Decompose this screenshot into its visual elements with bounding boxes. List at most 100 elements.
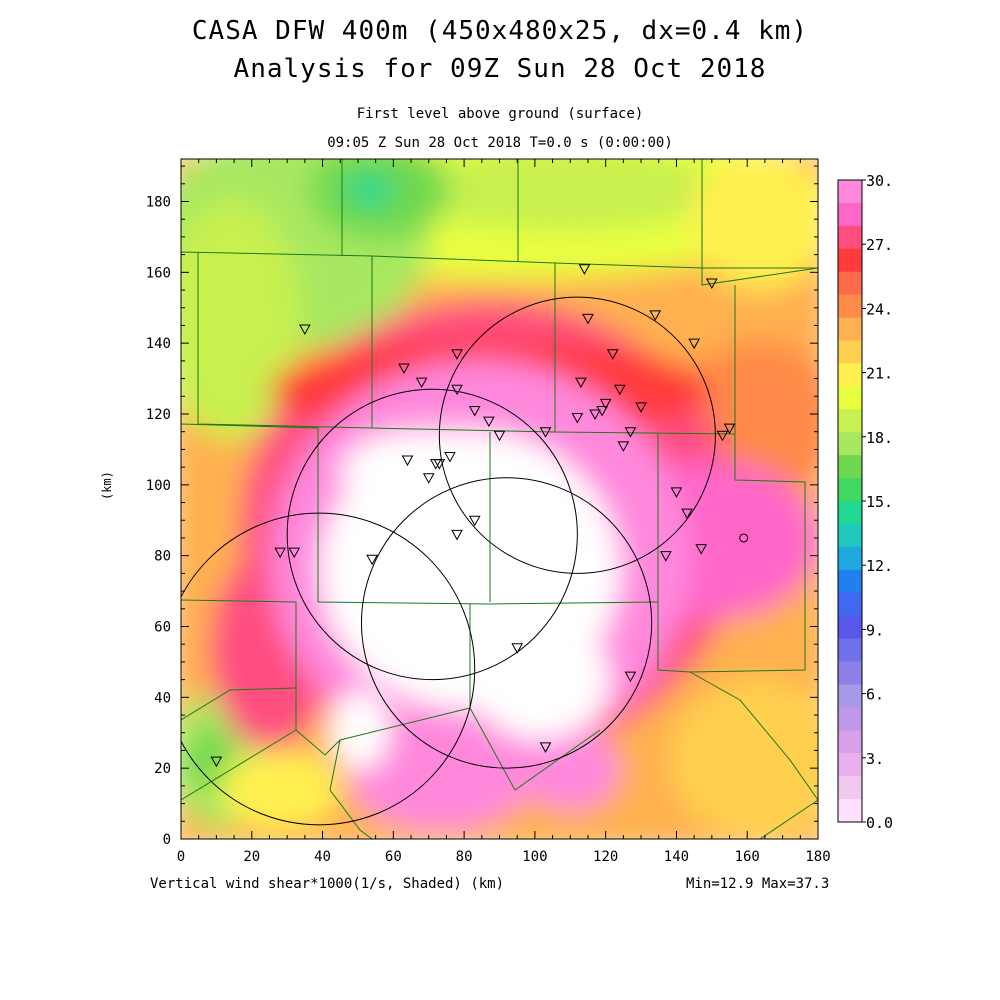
colorbar-swatch	[838, 340, 862, 364]
radar-site-marker	[451, 529, 463, 541]
radar-site-marker	[433, 459, 446, 470]
colorbar-swatch	[838, 730, 862, 754]
colorbar-label: 30.	[866, 172, 893, 190]
colorbar-swatch	[838, 546, 862, 571]
radar-site-marker	[695, 544, 708, 555]
x-tick-label: 40	[314, 849, 331, 865]
radar-site-marker	[398, 363, 410, 374]
min-max-readout: Min=12.9 Max=37.3	[686, 876, 830, 892]
colorbar-label: 6.	[866, 686, 884, 704]
range-circle	[181, 512, 476, 826]
y-tick-label: 120	[146, 407, 171, 423]
radar-site-marker	[468, 515, 481, 527]
colorbar-label: 0.0	[866, 814, 893, 832]
colorbar-swatch	[838, 363, 862, 387]
radar-site-marker	[288, 547, 301, 559]
radar-site-marker	[575, 377, 587, 389]
radar-site-marker	[688, 338, 700, 350]
radar-site-marker	[468, 405, 481, 417]
y-tick-label: 140	[146, 336, 171, 352]
radar-site-marker	[606, 349, 619, 360]
radar-site-marker	[422, 473, 435, 484]
radar-site-marker	[582, 313, 594, 325]
radar-site-marker	[210, 756, 223, 768]
radar-markers	[210, 264, 749, 768]
radar-site-marker	[493, 430, 506, 442]
radar-site-marker	[613, 384, 626, 396]
x-tick-label: 180	[805, 849, 830, 865]
title-line-1: CASA DFW 400m (450x480x25, dx=0.4 km)	[191, 16, 809, 46]
radar-range-circles	[181, 296, 716, 826]
colorbar-swatch	[838, 317, 862, 341]
radar-site-marker	[624, 427, 637, 438]
range-circle	[286, 388, 578, 681]
radar-site-marker	[366, 554, 378, 566]
radar-site-marker	[483, 416, 495, 428]
y-axis: 0 20 40 60 80 100 120 140 160 180	[146, 165, 818, 848]
colorbar-swatch	[838, 386, 862, 410]
x-tick-label: 160	[735, 849, 760, 865]
colorbar-swatch	[838, 478, 862, 502]
subtitle-level: First level above ground (surface)	[356, 106, 644, 122]
colorbar: 30. 27. 24. 21. 18. 15. 12. 9. 6. 3. 0.0	[837, 172, 893, 832]
radar-site-marker	[511, 643, 524, 654]
colorbar-label: 21.	[866, 365, 893, 383]
radar-site-marker	[617, 441, 630, 452]
colorbar-label: 27.	[866, 236, 893, 254]
y-tick-label: 160	[146, 265, 171, 281]
colorbar-swatch	[838, 776, 862, 800]
x-tick-label: 80	[456, 849, 473, 865]
y-tick-label: 40	[154, 690, 171, 706]
colorbar-swatch	[838, 684, 862, 708]
colorbar-swatch	[838, 569, 862, 594]
title-line-2: Analysis for 09Z Sun 28 Oct 2018	[233, 54, 767, 84]
radar-site-marker	[723, 423, 736, 435]
radar-site-marker	[624, 671, 637, 683]
field-name: Vertical wind shear*1000(1/s, Shaded)	[150, 876, 462, 892]
radar-site-marker	[716, 430, 729, 442]
colorbar-swatch	[838, 615, 862, 640]
x-axis: 0 20 40 60 80 100 120 140 160 180	[177, 159, 831, 865]
colorbar-label: 9.	[866, 621, 884, 639]
y-tick-label: 180	[146, 195, 171, 211]
range-circle	[360, 477, 653, 769]
radar-site-marker	[571, 413, 584, 424]
range-circle	[438, 296, 716, 574]
plot-area	[181, 159, 818, 839]
colorbar-swatch	[838, 753, 862, 777]
colorbar-label: 15.	[866, 493, 893, 511]
colorbar-swatch	[838, 799, 862, 823]
y-tick-label: 60	[154, 620, 171, 636]
radar-site-marker	[539, 742, 552, 753]
colorbar-swatch	[838, 432, 862, 456]
site-circle-marker	[739, 533, 749, 543]
colorbar-swatch	[838, 202, 862, 227]
radar-site-marker	[681, 508, 693, 520]
radar-site-marker	[451, 349, 463, 360]
x-tick-label: 0	[177, 849, 185, 865]
x-tick-label: 140	[664, 849, 689, 865]
radar-site-marker	[299, 324, 311, 336]
colorbar-swatch	[838, 271, 862, 296]
colorbar-swatch	[838, 592, 862, 617]
x-tick-label: 20	[243, 849, 260, 865]
radar-site-marker	[444, 452, 456, 463]
county-boundaries	[181, 159, 818, 839]
radar-site-marker	[415, 377, 428, 389]
field-label: Vertical wind shear*1000(1/s, Shaded) (k…	[150, 876, 504, 892]
colorbar-swatch	[838, 455, 862, 479]
radar-site-marker	[274, 547, 286, 559]
colorbar-label: 3.	[866, 750, 884, 768]
colorbar-swatch	[838, 225, 862, 250]
colorbar-swatch	[838, 180, 862, 204]
radar-site-marker	[670, 487, 683, 498]
colorbar-label: 12.	[866, 557, 893, 575]
radar-site-marker	[578, 264, 591, 275]
radar-site-marker	[599, 398, 612, 410]
y-tick-label: 0	[163, 832, 171, 848]
y-axis-label: (km)	[100, 471, 114, 500]
colorbar-swatch	[838, 707, 862, 731]
radar-site-marker	[649, 310, 662, 321]
colorbar-swatch	[838, 661, 862, 685]
